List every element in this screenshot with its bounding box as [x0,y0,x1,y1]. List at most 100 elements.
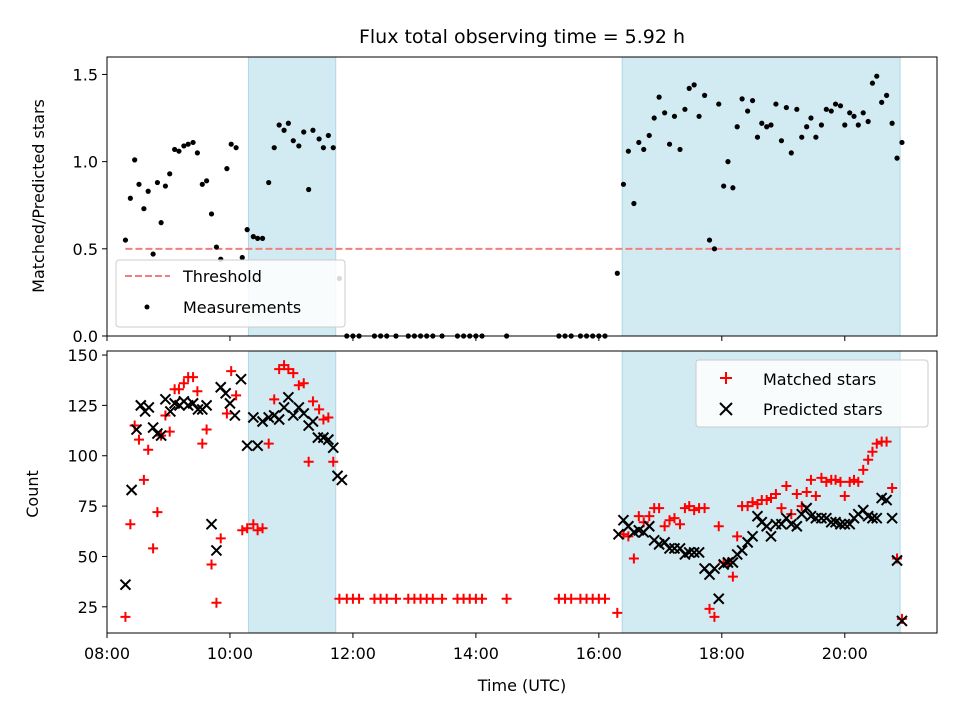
predicted-star-point [224,397,236,410]
predicted-star-point [307,415,319,428]
bottom-y-axis-label: Count [23,470,42,518]
measurement-point [799,134,805,140]
top-shaded-span-1 [621,56,901,337]
matched-star-point [801,487,812,497]
measurement-point [167,171,173,177]
predicted-star-point [135,399,147,412]
measurement-point [677,146,683,153]
predicted-star-point [298,407,310,420]
measurement-point [734,124,740,130]
bottom-x-tick-label: 16:00 [576,644,622,663]
matched-star-point [328,456,339,467]
bottom-y-tick-label: 75 [78,497,98,516]
matched-star-point [699,503,710,514]
measurement-point [614,270,620,276]
matched-star-point [781,480,792,491]
measurement-point [706,237,713,243]
predicted-star-point [247,411,260,424]
predicted-star-point [746,530,759,543]
measurement-point [301,129,307,135]
matched-star-point [231,390,242,401]
matched-star-point [732,531,743,542]
bottom-legend-box [695,359,929,428]
predicted-star-point [241,439,253,452]
measurement-point [194,150,200,156]
measurements-legend-marker [144,304,150,310]
top-legend-entry-threshold: Threshold [182,267,262,286]
predicted-star-point [871,512,883,524]
measurement-point [788,150,794,156]
measurement-point [325,132,331,139]
predicted-star-point [866,512,879,524]
predicted-star-point [192,403,204,416]
measurement-point [749,97,756,104]
measurement-point [716,101,722,107]
bottom-y-tick-label: 125 [67,396,98,415]
measurement-point [804,124,810,130]
matched-star-point [747,497,758,508]
measurement-point [883,92,890,98]
measurement-point [154,179,161,186]
measurement-point [250,234,256,240]
matched-star-point [805,474,816,485]
measurement-point [181,143,187,149]
measurement-point [730,185,736,191]
measurement-point [702,92,708,98]
top-chart-title: Flux total observing time = 5.92 h [359,26,685,48]
matched-star-point [201,424,212,435]
matched-legend-marker [720,372,732,384]
matched-star-point [354,593,365,604]
predicted-star-point [760,520,773,532]
measurement-point [651,115,657,121]
top-axis-ticks: 0.0 0.5 1.0 1.5 [73,65,846,346]
predicted-star-point [839,518,851,530]
matched-star-point [314,404,325,415]
matched-star-point [242,523,253,534]
matched-star-point [288,368,299,379]
matched-star-point [770,489,781,500]
matched-star-point [138,474,149,485]
matched-star-point [173,384,184,395]
measurement-point [894,155,900,161]
bottom-plot-marks [119,360,908,627]
measurement-point [310,127,316,133]
matched-star-point [830,474,841,485]
matched-star-point [390,593,401,604]
predicted-star-point [612,528,625,541]
measurement-point [794,106,800,112]
matched-star-point [143,444,154,455]
matched-star-point [248,519,259,530]
measurement-point [150,251,156,257]
matched-star-point [669,513,680,524]
measurement-point [233,145,239,151]
measurement-point [276,122,282,128]
predicted-star-point [891,554,903,567]
measurement-point [244,227,250,233]
measurement-point [818,122,825,128]
predicted-star-point [278,401,290,414]
predicted-star-point [235,373,247,385]
matched-star-point [867,446,878,457]
bottom-y-tick-label: 150 [67,346,98,365]
bottom-y-tick-label: 100 [67,447,98,466]
measurement-point [228,141,234,147]
matched-star-point [810,491,821,502]
predicted-star-point [205,518,218,530]
measurement-point [691,82,697,88]
measurement-point [837,103,844,109]
measurement-point [869,80,876,86]
matched-star-point [477,593,488,604]
matched-star-point [427,593,438,604]
measurement-point [860,110,866,116]
measurement-point [759,120,765,126]
bottom-x-tick-label: 08:00 [84,644,130,663]
measurement-point [899,139,905,146]
measurement-point [208,211,215,217]
matched-star-point [791,489,802,500]
bottom-legend: Matched stars Predicted stars [695,359,929,428]
measurement-point [847,110,853,116]
predicted-star-point [800,502,813,514]
top-y-tick-label: 0.0 [73,327,98,346]
matched-star-point [298,378,309,389]
